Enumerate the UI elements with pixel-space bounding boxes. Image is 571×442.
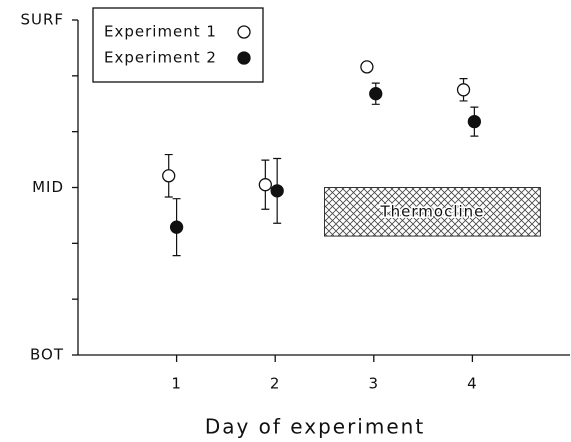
point <box>360 60 374 74</box>
legend-marker <box>237 25 251 39</box>
x-axis-label: Day of experiment <box>205 415 425 439</box>
point <box>270 184 284 198</box>
x-tick-label: 3 <box>369 375 380 393</box>
x-tick-label: 2 <box>270 375 281 393</box>
point <box>169 220 184 234</box>
thermocline-region <box>324 187 541 237</box>
legend-marker <box>237 51 251 65</box>
y-tick-label: BOT <box>30 346 64 364</box>
y-tick-label: SURF <box>20 11 64 29</box>
legend-label: Experiment 2 <box>104 49 217 67</box>
point <box>162 169 176 183</box>
annotation-label: Thermocline <box>380 202 485 220</box>
x-tick-label: 1 <box>171 375 182 393</box>
x-tick-label: 4 <box>467 375 478 393</box>
point <box>467 114 482 129</box>
point <box>456 83 471 97</box>
legend-label: Experiment 1 <box>104 23 217 41</box>
point <box>258 178 272 192</box>
point <box>369 87 383 101</box>
y-tick-label: MID <box>32 178 64 196</box>
legend-box <box>92 7 264 83</box>
